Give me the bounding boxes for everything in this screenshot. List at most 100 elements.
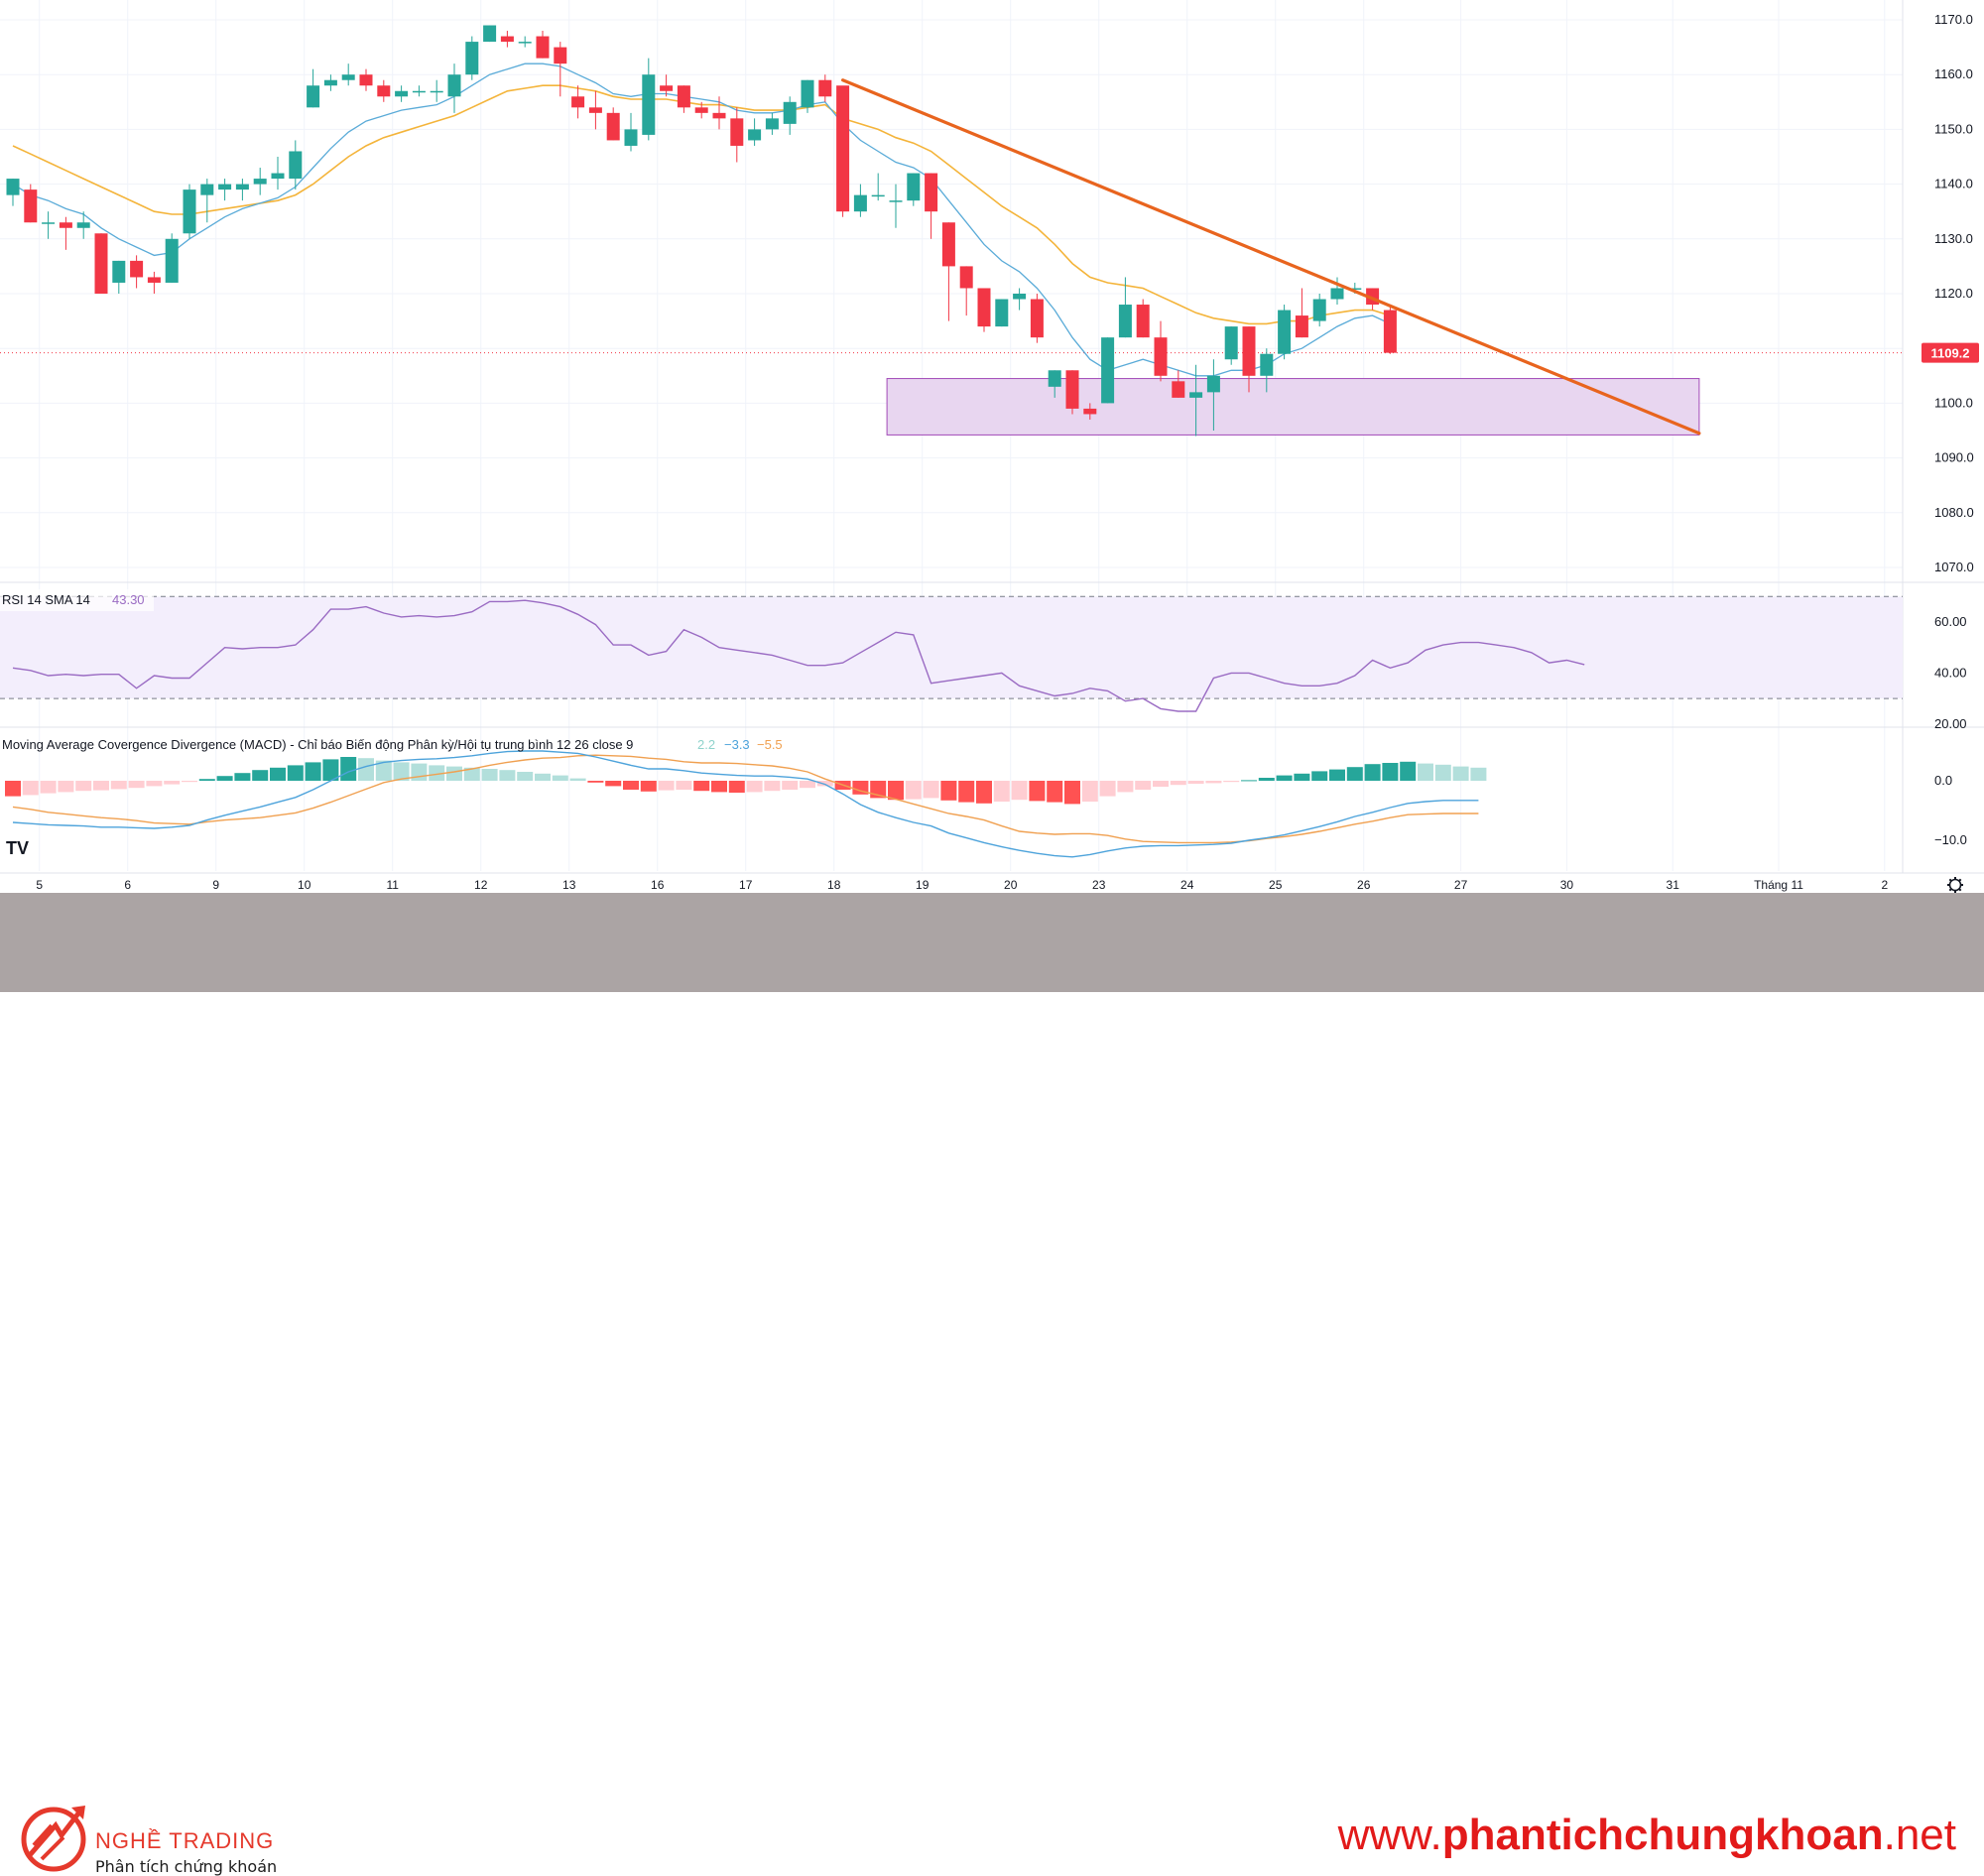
footer-banner: NGHỀ TRADING Phân tích chứng khoán www.p… [0,893,1984,1876]
price-tick-label: 1070.0 [1934,560,1974,574]
macd-histogram-bar [340,757,357,781]
macd-line [12,750,1479,858]
candle-body [218,184,232,190]
macd-histogram-bar [182,781,197,783]
candle-body [1383,310,1397,353]
macd-histogram-bar [888,781,904,801]
macd-histogram-bar [640,781,657,792]
price-tick-label: 1140.0 [1934,177,1973,191]
candle-body [147,277,161,283]
candle-body [1118,305,1132,338]
time-tick-label: 11 [386,878,399,892]
brand-tagline: Phân tích chứng khoán [95,1857,278,1876]
macd-histogram-bar [800,781,815,789]
candle-body [959,266,973,289]
time-tick-label: 12 [474,878,488,892]
macd-title: Moving Average Covergence Divergence (MA… [2,737,633,752]
time-tick-label: 16 [651,878,665,892]
macd-histogram-bar [1099,781,1116,797]
price-tick-label: 1090.0 [1934,450,1974,465]
candle-body [1295,315,1308,338]
candle-body [307,85,320,108]
macd-histogram-bar [535,773,551,781]
rsi-title-bg [0,589,154,611]
macd-histogram-bar [216,776,233,781]
candle-body [430,90,443,93]
candle-body [323,79,337,86]
candle-body [1065,370,1079,409]
candle-body [500,36,514,43]
price-tick-label: 1150.0 [1934,121,1973,136]
macd-histogram-bar [1170,781,1186,786]
candle-body [1189,392,1203,398]
tradingview-logo-icon[interactable]: TV [6,838,30,858]
candle-body [183,189,196,234]
macd-histogram-bar [764,781,781,792]
candle-body [1013,294,1027,300]
trendline [840,78,1701,436]
macd-tick-label: −10.0 [1934,832,1967,847]
candle-body [1136,305,1150,338]
macd-histogram-bar [322,759,339,781]
macd-histogram-bar [658,781,675,791]
candle-body [1083,408,1097,415]
macd-histogram-bar [463,767,480,781]
candle-body [642,74,656,135]
candle-body [130,260,144,278]
candle-body [801,79,814,108]
candle-body [1101,337,1115,404]
price-tick-label: 1080.0 [1934,505,1974,520]
candle-body [712,112,726,119]
macd-histogram-bar [1205,781,1222,784]
site-prefix: www. [1337,1811,1442,1859]
macd-histogram-bar [905,781,922,800]
macd-histogram-bar [234,773,251,781]
candle-body [412,90,426,93]
macd-histogram-bar [411,763,428,781]
brand-name: NGHỀ TRADING [95,1828,275,1853]
candle-body [359,74,373,86]
candle-body [1030,299,1044,338]
rsi-band [0,596,1903,699]
macd-histogram-bar [976,781,992,804]
macd-histogram-bar [923,781,939,799]
time-tick-label: 10 [298,878,311,892]
macd-histogram-bar [552,775,568,781]
macd-hist-value: 2.2 [697,737,715,752]
macd-histogram-bar [676,781,692,790]
macd-histogram-bar [305,762,321,781]
settings-gear-icon[interactable] [1947,877,1963,893]
macd-histogram-bar [1346,767,1363,781]
website-url[interactable]: www.phantichchungkhoan.net [1338,1811,1956,1860]
candle-body [1242,326,1256,376]
candle-body [853,194,867,212]
candle-body [783,101,797,124]
candle-body [253,179,267,185]
macd-histogram-bar [1135,781,1152,790]
candle-body [660,85,674,91]
candle-body [889,200,903,202]
candle-body [836,85,850,212]
time-tick-label: 9 [212,878,219,892]
macd-histogram-bar [1258,778,1275,781]
price-tick-label: 1100.0 [1934,395,1973,410]
macd-histogram-bar [446,766,462,781]
time-tick-label: 23 [1092,878,1106,892]
time-tick-label: 19 [916,878,930,892]
rsi-line [12,599,1585,712]
candle-body [341,74,355,80]
macd-histogram-bar [1029,781,1046,802]
macd-histogram-bar [58,781,74,793]
macd-histogram-bar [393,762,410,781]
price-tick-label: 1130.0 [1934,231,1973,246]
macd-histogram-bar [623,781,639,790]
candle-body [24,189,38,223]
macd-histogram-bar [1081,781,1098,802]
macd-histogram-bar [1187,781,1204,784]
time-tick-label: 17 [739,878,753,892]
macd-histogram-bar [1400,761,1417,781]
macd-histogram-bar [270,767,286,781]
macd-histogram-bar [782,781,799,790]
candle-body [200,184,214,195]
candle-body [377,85,391,97]
